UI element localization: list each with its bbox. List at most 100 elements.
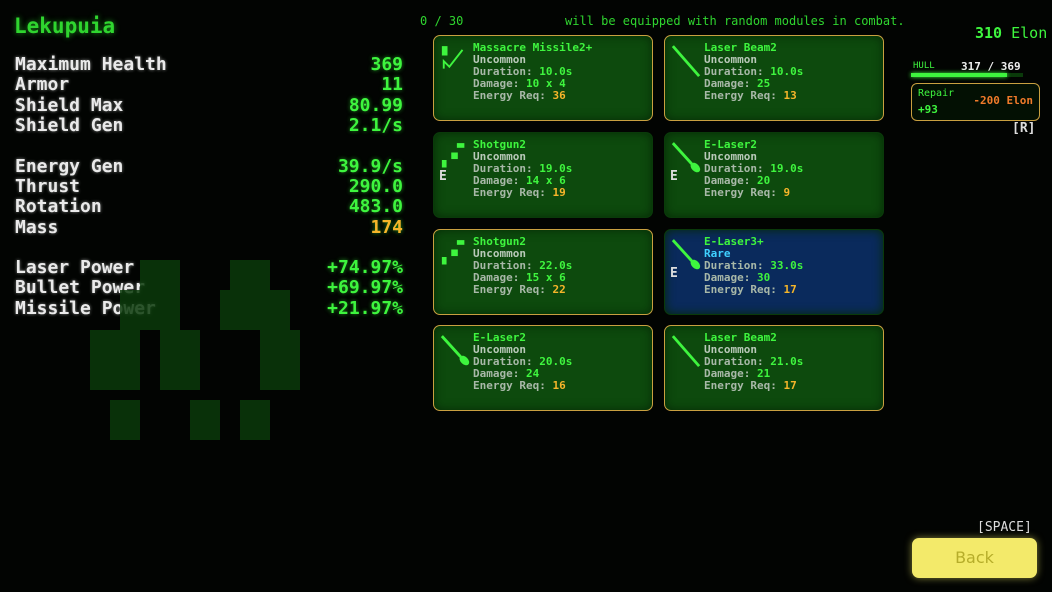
stat-value: 11 [381,74,403,95]
e-laser-icon [671,142,701,173]
module-duration: 21.0s [770,355,804,368]
ship-name: Lekupuia [14,14,116,38]
module-energy: 16 [552,379,566,392]
stat-label: Shield Max [15,95,124,116]
module-rarity: Uncommon [473,247,526,260]
module-name: Laser Beam2 [704,331,777,344]
stat-label: Energy Gen [15,156,124,177]
stat-label: Shield Gen [15,115,124,136]
stat-value: 483.0 [348,196,403,217]
stat-row: Maximum Health 369 [15,54,403,75]
module-energy: 13 [783,89,797,102]
damage-label: Damage: [473,77,520,90]
repair-button[interactable]: Repair +93 -200 Elon [911,83,1040,121]
repair-hotkey: [R] [1012,121,1036,136]
module-name: E-Laser2 [473,331,526,344]
stat-label: Thrust [15,176,81,197]
module-duration: 19.0s [539,162,573,175]
stat-row: Shield Gen 2.1/s [15,115,403,136]
equipped-marker: E [670,169,678,184]
stat-value: +69.97% [327,277,403,298]
module-duration: 10.0s [770,65,804,78]
damage-label: Damage: [473,174,520,187]
equipped-marker: E [670,266,678,281]
stat-value: 39.9/s [337,156,403,177]
module-duration: 22.0s [539,259,573,272]
damage-label: Damage: [704,367,751,380]
module-duration: 33.0s [770,259,804,272]
module-name: Shotgun2 [473,235,526,248]
module-damage: 10 x 4 [525,77,566,90]
hull-value: 317 / 369 [961,60,1021,73]
energy-label: Energy Req: [704,379,777,392]
module-rarity: Uncommon [704,150,757,163]
stat-value: 80.99 [348,95,403,116]
module-name: Shotgun2 [473,138,526,151]
module-name: Laser Beam2 [704,41,777,54]
module-card[interactable]: E-Laser2 Uncommon Duration: 20.0s Damage… [433,325,653,411]
damage-label: Damage: [704,271,751,284]
module-rarity: Uncommon [473,53,526,66]
stat-row: Bullet Power +69.97% [15,277,403,298]
module-rarity: Uncommon [704,343,757,356]
module-duration: 20.0s [539,355,573,368]
duration-label: Duration: [704,162,764,175]
module-energy: 9 [783,186,791,199]
module-card[interactable]: Laser Beam2 Uncommon Duration: 10.0s Dam… [664,35,884,121]
module-card[interactable]: E Shotgun2 Uncommon Duration: 19.0s Dama… [433,132,653,218]
stat-label: Mass [15,217,59,238]
energy-label: Energy Req: [704,283,777,296]
stat-value: 174 [370,217,403,238]
module-energy: 36 [552,89,566,102]
module-card[interactable]: Massacre Missile2+ Uncommon Duration: 10… [433,35,653,121]
shotgun-icon [441,240,465,265]
stat-value: 2.1/s [348,115,403,136]
module-rarity: Uncommon [473,343,526,356]
stat-value: 369 [370,54,403,75]
stat-row: Rotation 483.0 [15,196,403,217]
repair-label: Repair [918,88,955,99]
module-energy: 17 [783,379,797,392]
info-message: will be equipped with random modules in … [565,14,905,28]
back-button[interactable]: Back [912,538,1037,578]
module-rarity: Rare [704,247,731,260]
module-energy: 17 [783,283,797,296]
duration-label: Duration: [704,65,764,78]
laser-beam-icon [671,45,701,78]
module-card[interactable]: Laser Beam2 Uncommon Duration: 21.0s Dam… [664,325,884,411]
module-card[interactable]: Shotgun2 Uncommon Duration: 22.0s Damage… [433,229,653,315]
module-card[interactable]: E E-Laser3+ Rare Duration: 33.0s Damage:… [664,229,884,315]
equipped-marker: E [439,169,447,184]
stat-row: Laser Power +74.97% [15,257,403,278]
missile-icon [441,46,464,69]
credits-unit: Elon [1011,24,1048,42]
damage-label: Damage: [704,174,751,187]
module-name: E-Laser3+ [704,235,764,248]
ship-silhouette-icon [90,260,300,440]
module-damage: 21 [756,367,771,380]
hull-label: HULL [913,61,935,71]
energy-label: Energy Req: [473,283,546,296]
stat-label: Rotation [15,196,102,217]
module-damage: 20 [756,174,771,187]
damage-label: Damage: [473,271,520,284]
energy-label: Energy Req: [473,89,546,102]
stat-row: Thrust 290.0 [15,176,403,197]
module-rarity: Uncommon [473,150,526,163]
shotgun-icon [441,143,465,168]
duration-label: Duration: [473,65,533,78]
module-count: 0 / 30 [420,14,464,28]
stat-label: Laser Power [15,257,135,278]
module-damage: 30 [756,271,771,284]
stat-row: Armor 11 [15,74,403,95]
stat-label: Armor [15,74,70,95]
module-damage: 24 [525,367,540,380]
laser-beam-icon [671,335,701,368]
module-card[interactable]: E E-Laser2 Uncommon Duration: 19.0s Dama… [664,132,884,218]
energy-label: Energy Req: [704,186,777,199]
duration-label: Duration: [704,259,764,272]
stat-label: Bullet Power [15,277,146,298]
stat-row: Energy Gen 39.9/s [15,156,403,177]
duration-label: Duration: [473,259,533,272]
duration-label: Duration: [473,355,533,368]
